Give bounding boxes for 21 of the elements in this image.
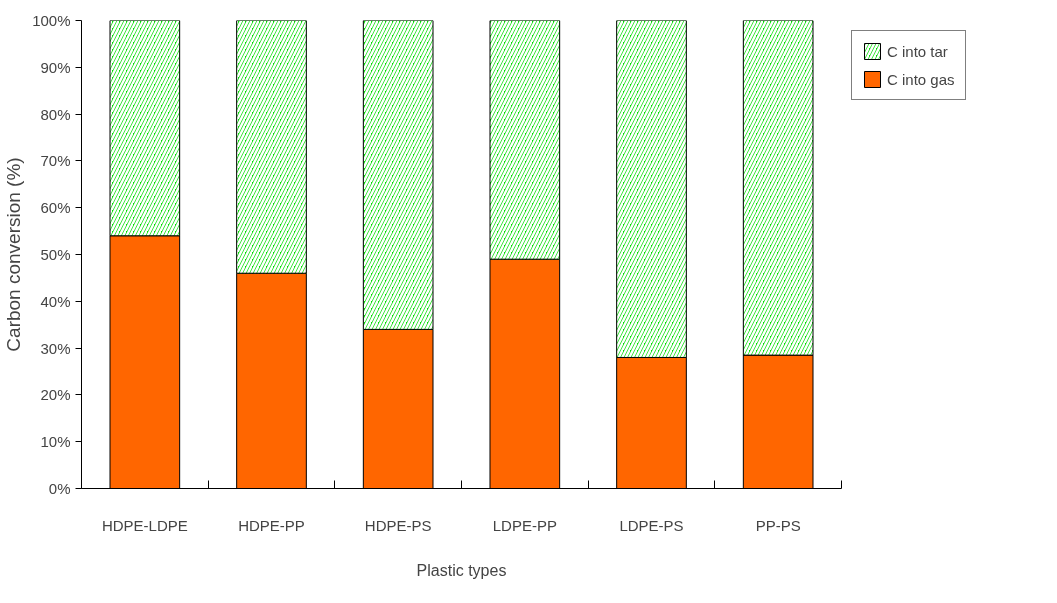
x-tick-label: PP-PS [755, 516, 801, 534]
y-tick-label: 80% [40, 105, 71, 123]
y-tick-label: 30% [40, 339, 71, 357]
x-axis-title: Plastic types [416, 561, 507, 579]
x-tick-label: LDPE-PS [619, 516, 684, 534]
legend-label: C into tar [887, 42, 948, 60]
y-axis-title: Carbon conversion (%) [3, 157, 25, 352]
y-tick-label: 50% [40, 246, 71, 263]
y-tick-label: 70% [40, 152, 71, 170]
y-tick-label: 0% [48, 480, 71, 497]
y-tick-label: 20% [40, 386, 71, 404]
x-tick-label: HDPE-PP [238, 516, 305, 534]
x-tick-label: HDPE-PS [364, 516, 432, 534]
x-tick-label: LDPE-PP [492, 516, 557, 534]
y-tick-label: 90% [40, 58, 71, 76]
y-tick-label: 40% [40, 292, 71, 310]
x-tick-label: HDPE-LDPE [101, 516, 188, 534]
legend-label: C into gas [887, 70, 955, 88]
y-tick-label: 10% [40, 433, 71, 451]
y-tick-label: 100% [32, 12, 71, 29]
y-tick-label: 60% [40, 199, 71, 217]
